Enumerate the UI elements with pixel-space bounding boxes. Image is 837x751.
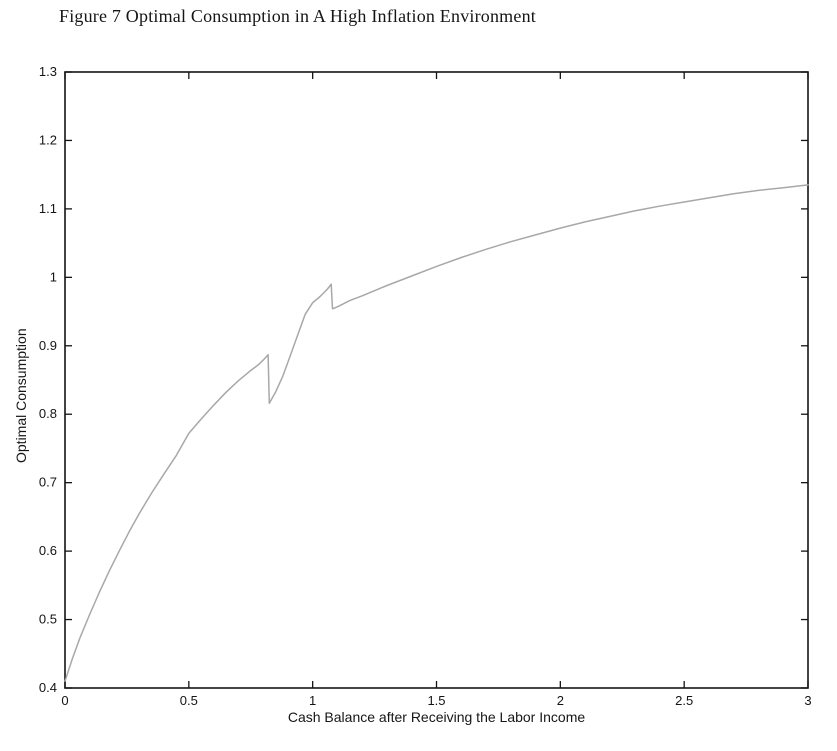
x-tick-label: 0.5 [180,693,198,708]
x-tick-label: 2.5 [675,693,693,708]
series-line-optimal-consumption [64,184,809,682]
x-tick-label: 1 [309,693,316,708]
figure-title: Figure 7 Optimal Consumption in A High I… [59,6,536,26]
x-tick-label: 3 [804,693,811,708]
y-tick-label: 1.1 [39,201,57,216]
y-tick-label: 0.4 [39,680,57,695]
x-tick-label: 0 [61,693,68,708]
y-axis-label: Optimal Consumption [13,328,29,463]
x-tick-label: 1.5 [427,693,445,708]
y-tick-label: 1.3 [39,64,57,79]
y-tick-label: 0.9 [39,338,57,353]
y-tick-label: 1 [50,269,57,284]
x-tick-label: 2 [557,693,564,708]
y-tick-label: 0.5 [39,612,57,627]
y-tick-label: 0.8 [39,406,57,421]
plot-box [64,71,809,689]
y-tick-label: 1.2 [39,132,57,147]
x-axis-label: Cash Balance after Receiving the Labor I… [287,709,586,725]
y-tick-label: 0.7 [39,475,57,490]
y-tick-label: 0.6 [39,543,57,558]
